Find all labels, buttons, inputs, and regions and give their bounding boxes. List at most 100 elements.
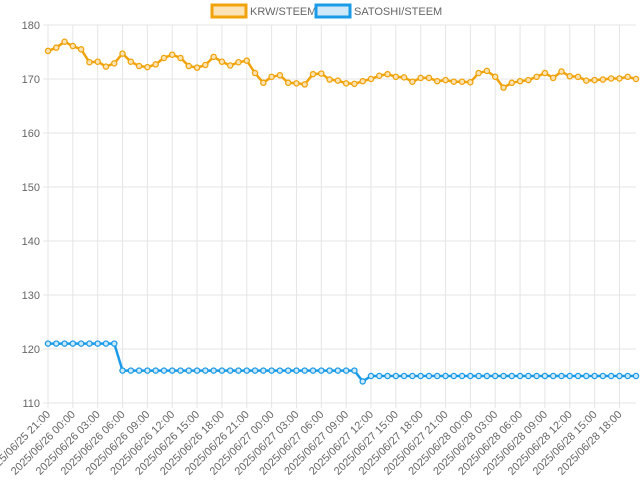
data-point-krw-steem <box>400 74 408 81</box>
data-point-satoshi-steem <box>202 367 209 374</box>
data-point-satoshi-steem <box>367 372 375 380</box>
data-point-krw-steem <box>351 80 358 88</box>
data-point-satoshi-steem <box>251 367 259 374</box>
data-point-krw-steem <box>624 73 631 81</box>
data-point-satoshi-steem <box>94 340 101 347</box>
data-point-krw-steem <box>168 51 176 58</box>
data-point-krw-steem <box>607 75 615 82</box>
y-tick-label: 180 <box>22 20 40 32</box>
data-point-krw-steem <box>376 72 383 80</box>
data-point-krw-steem <box>367 75 375 83</box>
data-point-satoshi-steem <box>376 372 383 380</box>
data-point-satoshi-steem <box>392 372 400 380</box>
data-point-satoshi-steem <box>243 367 251 374</box>
data-point-krw-steem <box>334 77 342 84</box>
data-point-satoshi-steem <box>77 340 85 347</box>
data-point-satoshi-steem <box>293 367 300 374</box>
data-point-satoshi-steem <box>425 372 433 380</box>
data-point-satoshi-steem <box>235 367 242 374</box>
data-point-satoshi-steem <box>309 367 317 374</box>
data-point-krw-steem <box>251 69 259 77</box>
data-point-satoshi-steem <box>599 372 607 380</box>
legend-label-satoshi-steem: SATOSHI/STEEM <box>354 6 442 18</box>
data-point-satoshi-steem <box>624 372 631 380</box>
data-point-krw-steem <box>533 73 540 81</box>
data-point-krw-steem <box>111 60 118 67</box>
data-point-krw-steem <box>268 73 275 81</box>
data-point-krw-steem <box>260 79 267 87</box>
data-point-satoshi-steem <box>111 340 118 347</box>
data-point-satoshi-steem <box>160 367 168 374</box>
data-point-krw-steem <box>508 79 516 87</box>
data-point-krw-steem <box>384 70 391 78</box>
data-point-krw-steem <box>226 62 234 69</box>
data-point-satoshi-steem <box>574 372 582 380</box>
data-point-krw-steem <box>392 73 400 81</box>
data-point-satoshi-steem <box>301 367 308 374</box>
y-tick-label: 110 <box>22 398 40 410</box>
data-point-satoshi-steem <box>260 367 267 374</box>
data-point-krw-steem <box>86 59 93 66</box>
data-point-satoshi-steem <box>359 378 366 385</box>
y-tick-label: 150 <box>22 182 40 194</box>
data-point-krw-steem <box>342 80 350 87</box>
data-point-satoshi-steem <box>318 367 325 374</box>
data-point-krw-steem <box>417 74 424 82</box>
y-tick-label: 140 <box>22 236 40 248</box>
data-point-satoshi-steem <box>409 372 416 380</box>
data-point-krw-steem <box>425 74 433 82</box>
data-point-satoshi-steem <box>450 372 458 380</box>
legend: KRW/STEEM SATOSHI/STEEM <box>210 3 442 19</box>
data-point-satoshi-steem <box>616 372 623 380</box>
data-point-krw-steem <box>318 70 325 77</box>
data-point-satoshi-steem <box>400 372 408 380</box>
data-point-krw-steem <box>235 59 242 66</box>
data-point-satoshi-steem <box>541 372 549 380</box>
data-point-krw-steem <box>583 77 590 84</box>
data-point-krw-steem <box>293 80 300 87</box>
legend-label-krw-steem: KRW/STEEM <box>250 6 316 18</box>
data-point-satoshi-steem <box>516 372 524 380</box>
data-point-satoshi-steem <box>632 372 640 380</box>
data-point-satoshi-steem <box>152 367 159 374</box>
data-point-krw-steem <box>616 75 623 82</box>
data-point-satoshi-steem <box>177 367 184 374</box>
data-point-krw-steem <box>61 38 68 45</box>
data-point-krw-steem <box>409 78 416 85</box>
data-point-satoshi-steem <box>210 367 217 374</box>
data-point-krw-steem <box>309 70 317 78</box>
legend-item-krw-steem[interactable]: KRW/STEEM <box>210 3 316 19</box>
data-point-satoshi-steem <box>533 372 540 380</box>
legend-item-satoshi-steem[interactable]: SATOSHI/STEEM <box>314 3 442 19</box>
y-axis: 110 120 130 140 150 160 170 180 <box>22 20 40 410</box>
data-point-krw-steem <box>44 47 52 55</box>
data-point-krw-steem <box>475 69 482 77</box>
gridlines <box>43 24 636 408</box>
data-point-satoshi-steem <box>491 372 499 380</box>
data-point-satoshi-steem <box>442 372 449 380</box>
data-point-satoshi-steem <box>566 372 573 380</box>
data-point-krw-steem <box>193 64 201 71</box>
data-point-satoshi-steem <box>268 367 275 374</box>
data-point-krw-steem <box>433 77 441 85</box>
y-tick-label: 170 <box>22 74 40 86</box>
data-point-krw-steem <box>558 68 565 75</box>
data-point-krw-steem <box>102 63 110 70</box>
y-tick-label: 130 <box>22 290 40 302</box>
data-point-satoshi-steem <box>69 340 77 347</box>
data-point-krw-steem <box>160 54 168 62</box>
data-point-satoshi-steem <box>351 367 358 374</box>
data-point-satoshi-steem <box>86 340 93 347</box>
data-point-krw-steem <box>516 77 524 85</box>
data-point-satoshi-steem <box>119 367 126 374</box>
data-point-krw-steem <box>500 84 507 91</box>
data-point-satoshi-steem <box>467 372 474 380</box>
data-point-krw-steem <box>326 76 333 83</box>
data-point-satoshi-steem <box>500 372 507 380</box>
data-point-satoshi-steem <box>193 367 201 374</box>
data-point-krw-steem <box>202 61 209 69</box>
data-point-krw-steem <box>210 53 217 61</box>
data-point-krw-steem <box>483 67 491 75</box>
data-point-satoshi-steem <box>185 367 193 374</box>
